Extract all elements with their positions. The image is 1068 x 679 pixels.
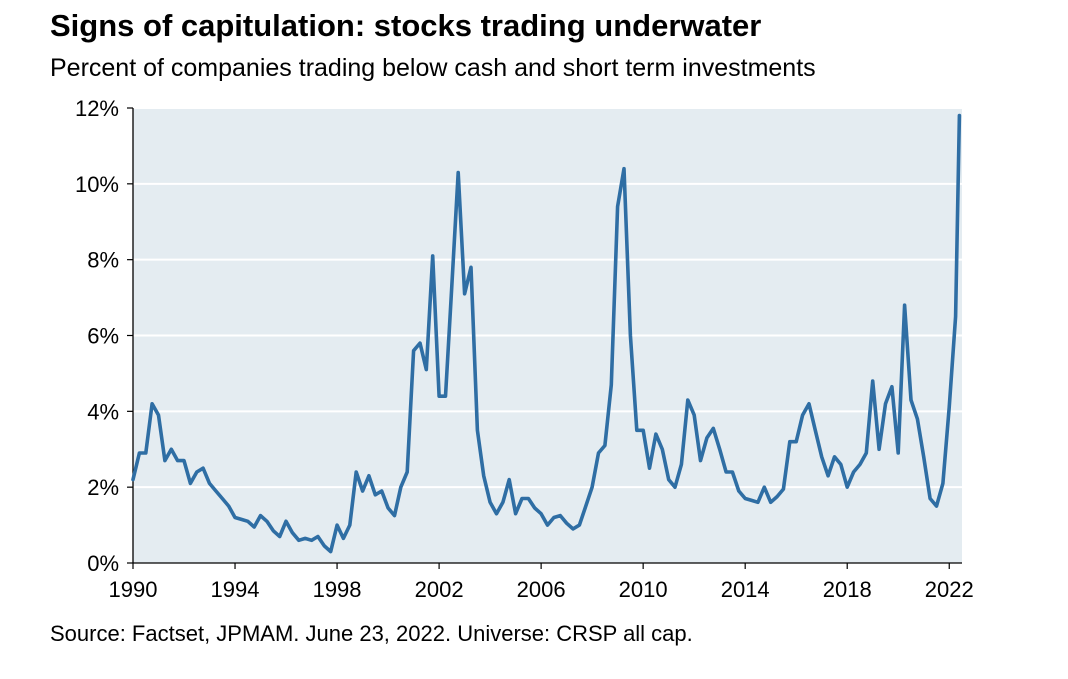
y-tick-label: 2% (87, 475, 119, 500)
chart-subtitle: Percent of companies trading below cash … (50, 54, 816, 82)
x-tick-label: 1990 (109, 577, 158, 602)
x-tick-label: 1998 (313, 577, 362, 602)
x-tick-label: 1994 (211, 577, 260, 602)
x-axis-ticks: 1990 1994 1998 2002 2006 2010 2014 2018 2022 (109, 563, 974, 602)
y-tick-label: 12% (75, 96, 119, 121)
series-group (131, 113, 962, 554)
gridlines (133, 107, 962, 489)
y-axis-ticks: 0% 2% 4% 6% 8% 10% 12% (75, 96, 133, 576)
x-tick-label: 2010 (619, 577, 668, 602)
y-tick-label: 10% (75, 172, 119, 197)
y-tick-label: 8% (87, 248, 119, 273)
x-tick-label: 2006 (517, 577, 566, 602)
x-tick-label: 2002 (415, 577, 464, 602)
chart-title: Signs of capitulation: stocks trading un… (50, 8, 762, 43)
y-tick-label: 0% (87, 551, 119, 576)
x-tick-label: 2014 (721, 577, 770, 602)
x-tick-label: 2018 (823, 577, 872, 602)
y-tick-label: 4% (87, 399, 119, 424)
x-tick-label: 2022 (925, 577, 974, 602)
y-tick-label: 6% (87, 324, 119, 349)
series-line (131, 113, 962, 554)
source-note: Source: Factset, JPMAM. June 23, 2022. U… (50, 621, 693, 646)
